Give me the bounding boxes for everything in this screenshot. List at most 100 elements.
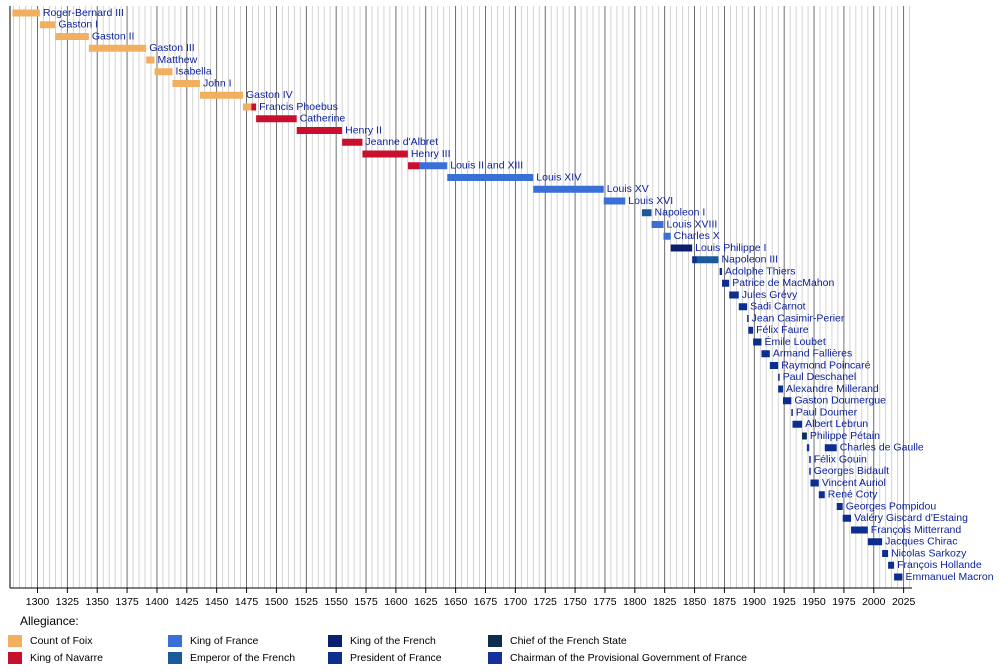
x-tick-label: 1525 xyxy=(295,596,319,608)
bar-segment xyxy=(242,103,252,111)
bar-label: Georges Pompidou xyxy=(846,500,937,512)
x-tick-label: 1600 xyxy=(384,596,408,608)
bar-label: Francis Phoebus xyxy=(259,101,338,113)
bar-label: Patrice de MacMahon xyxy=(732,277,834,289)
bar-label: Louis XVIII xyxy=(667,218,718,230)
legend-label: King of the French xyxy=(350,635,436,647)
bar-label: Gaston III xyxy=(149,42,195,54)
bar-segment xyxy=(88,44,147,52)
x-tick-label: 1375 xyxy=(115,596,139,608)
bar-label: Vincent Auriol xyxy=(822,477,886,489)
x-tick-label: 1875 xyxy=(713,596,737,608)
bar-label: Napoleon III xyxy=(721,254,778,266)
bar-label: Albert Lebrun xyxy=(805,418,868,430)
bar-segment xyxy=(719,268,723,275)
bar-segment xyxy=(12,9,40,17)
bar-label: René Coty xyxy=(828,489,878,501)
bar-segment xyxy=(748,326,754,334)
bar-segment xyxy=(888,561,895,569)
bar-segment xyxy=(692,256,697,264)
bar-segment xyxy=(55,33,89,40)
x-tick-label: 1575 xyxy=(354,596,378,608)
bar-segment xyxy=(663,232,671,240)
x-tick-label: 1675 xyxy=(474,596,498,608)
bar-segment xyxy=(407,162,420,170)
bar-segment xyxy=(818,491,825,499)
x-tick-label: 1950 xyxy=(802,596,826,608)
bar-segment xyxy=(603,197,626,205)
legend-swatch xyxy=(8,652,22,664)
bar-label: Paul Deschanel xyxy=(783,371,857,383)
bar-label: Jean Casimir-Perier xyxy=(752,312,845,324)
bar-label: Georges Bidault xyxy=(814,465,889,477)
bar-label: Félix Faure xyxy=(756,324,809,336)
bar-label: Isabella xyxy=(175,66,211,78)
bar-segment xyxy=(778,385,783,393)
bar-label: Valéry Giscard d'Estaing xyxy=(854,512,968,524)
x-tick-label: 1975 xyxy=(832,596,856,608)
bar-segment xyxy=(172,80,200,87)
bar-label: Paul Doumer xyxy=(796,406,858,418)
bar-label: Louis XIV xyxy=(536,171,581,183)
bar-segment xyxy=(778,373,780,381)
bar-segment xyxy=(39,21,56,29)
legend-label: Emperor of the French xyxy=(190,652,295,664)
bar-label: Roger-Bernard III xyxy=(43,7,124,19)
x-tick-label: 1725 xyxy=(534,596,558,608)
bar-segment xyxy=(867,538,883,546)
legend-label: King of Navarre xyxy=(30,652,103,664)
x-tick-label: 1475 xyxy=(235,596,259,608)
bar-segment xyxy=(806,444,810,452)
legend-swatch xyxy=(328,652,342,664)
x-tick-label: 1900 xyxy=(743,596,767,608)
bar-label: Catherine xyxy=(300,113,346,125)
bar-segment xyxy=(747,315,749,322)
bar-segment xyxy=(447,174,534,181)
bar-segment xyxy=(362,150,408,158)
bar-segment xyxy=(802,432,807,440)
bar-segment xyxy=(738,303,748,311)
bar-segment xyxy=(894,573,903,581)
x-tick-label: 1775 xyxy=(593,596,617,608)
x-tick-label: 1825 xyxy=(653,596,677,608)
legend-swatch xyxy=(488,652,502,664)
legend-swatch xyxy=(168,635,182,647)
bar-label: Charles de Gaulle xyxy=(840,442,924,454)
bar-segment xyxy=(154,68,173,76)
bar-segment xyxy=(810,479,819,487)
x-tick-label: 1300 xyxy=(26,596,50,608)
legend-swatch xyxy=(8,635,22,647)
bar-label: François Mitterrand xyxy=(871,524,962,536)
x-tick-label: 1650 xyxy=(444,596,468,608)
bar-segment xyxy=(809,456,811,463)
bar-label: François Hollande xyxy=(897,559,982,571)
legend-swatch xyxy=(328,635,342,647)
legend-label: King of France xyxy=(190,635,258,647)
bar-label: John I xyxy=(203,77,232,89)
bar-segment xyxy=(769,362,779,369)
bar-segment xyxy=(882,550,889,557)
legend-label: Chairman of the Provisional Government o… xyxy=(510,652,747,664)
bar-label: Raymond Poincaré xyxy=(781,359,870,371)
bar-label: Jacques Chirac xyxy=(885,536,957,548)
bar-label: Gaston I xyxy=(58,19,98,31)
x-tick-label: 1450 xyxy=(205,596,229,608)
bar-segment xyxy=(836,503,843,510)
x-tick-label: 1750 xyxy=(563,596,587,608)
bar-label: Louis XVI xyxy=(628,195,673,207)
legend-swatch xyxy=(168,652,182,664)
bar-label: Napoleon I xyxy=(655,207,706,219)
x-tick-label: 1350 xyxy=(86,596,110,608)
x-tick-label: 1625 xyxy=(414,596,438,608)
x-tick-label: 1400 xyxy=(145,596,169,608)
bar-label: Charles X xyxy=(674,230,720,242)
x-tick-label: 1500 xyxy=(265,596,289,608)
x-tick-label: 2025 xyxy=(892,596,916,608)
bar-segment xyxy=(842,514,852,522)
legend-swatch xyxy=(488,635,502,647)
bar-label: Armand Fallières xyxy=(773,348,852,360)
bar-segment xyxy=(722,279,730,287)
bar-label: Adolphe Thiers xyxy=(725,265,795,277)
